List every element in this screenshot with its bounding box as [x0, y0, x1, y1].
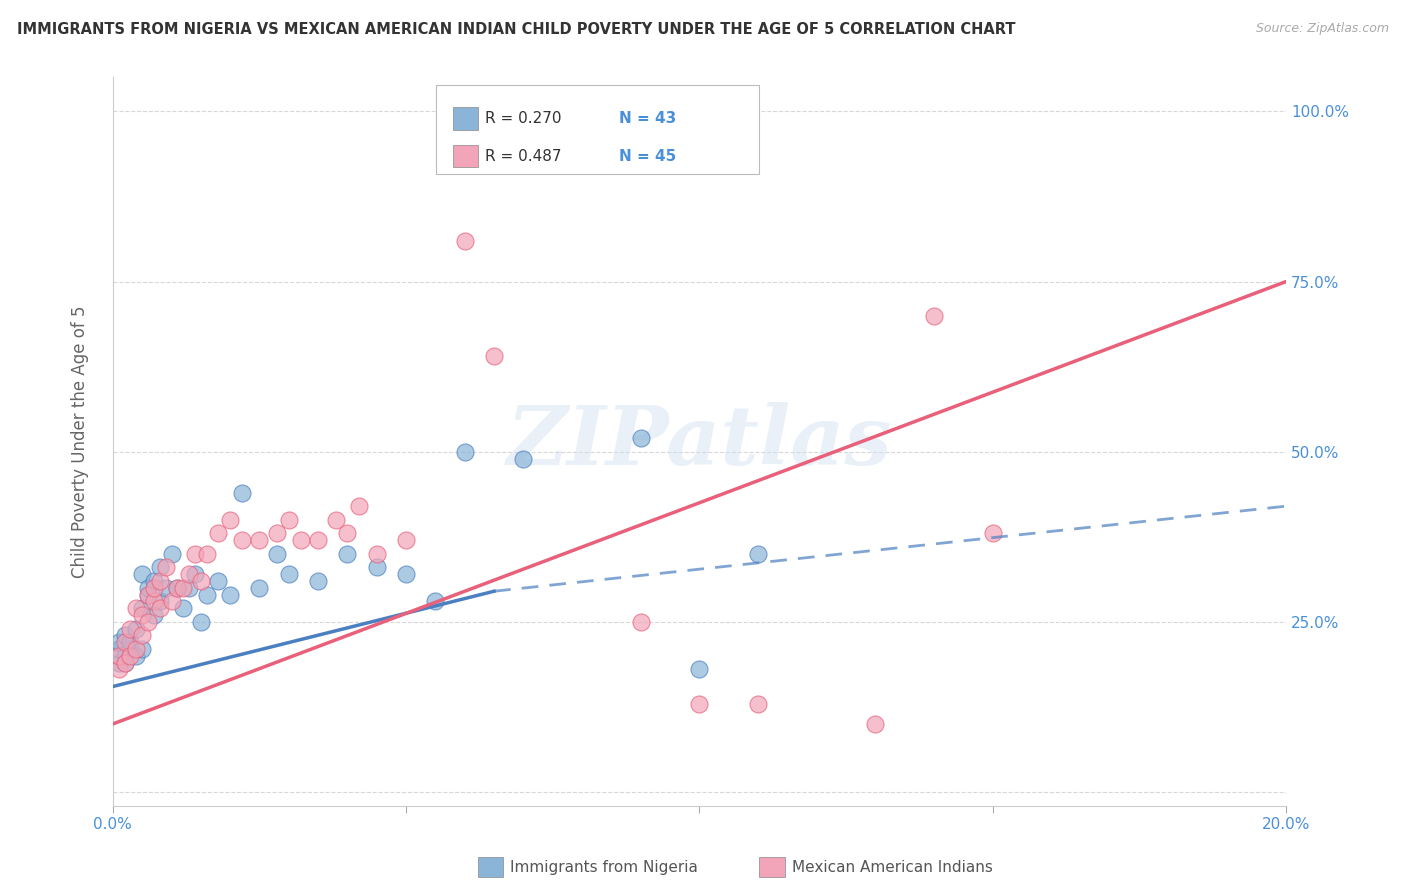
Point	[195, 547, 218, 561]
Point	[136, 615, 159, 629]
Point	[142, 574, 165, 588]
Point	[454, 444, 477, 458]
Point	[107, 656, 129, 670]
Point	[190, 615, 212, 629]
Point	[172, 601, 194, 615]
Point	[366, 547, 388, 561]
Point	[277, 567, 299, 582]
Point	[166, 581, 188, 595]
Point	[395, 567, 418, 582]
Point	[630, 431, 652, 445]
Point	[347, 499, 370, 513]
Point	[184, 567, 207, 582]
Point	[177, 567, 200, 582]
Point	[922, 309, 945, 323]
Point	[149, 601, 172, 615]
Point	[425, 594, 447, 608]
Text: Source: ZipAtlas.com: Source: ZipAtlas.com	[1256, 22, 1389, 36]
Point	[366, 560, 388, 574]
Point	[114, 635, 136, 649]
Text: R = 0.270: R = 0.270	[485, 112, 561, 126]
Point	[131, 608, 153, 623]
Point	[482, 350, 505, 364]
Point	[688, 663, 710, 677]
Point	[107, 648, 129, 663]
Text: Immigrants from Nigeria: Immigrants from Nigeria	[510, 860, 699, 874]
Point	[195, 588, 218, 602]
Point	[149, 594, 172, 608]
Text: ZIPatlas: ZIPatlas	[506, 401, 893, 482]
Point	[231, 533, 253, 548]
Point	[266, 547, 288, 561]
Point	[120, 622, 142, 636]
Point	[688, 697, 710, 711]
Point	[231, 485, 253, 500]
Point	[184, 547, 207, 561]
Point	[277, 513, 299, 527]
Point	[125, 648, 148, 663]
Point	[136, 588, 159, 602]
Point	[630, 615, 652, 629]
Point	[207, 526, 229, 541]
Point	[107, 635, 129, 649]
Point	[190, 574, 212, 588]
Point	[325, 513, 347, 527]
Point	[981, 526, 1004, 541]
Point	[142, 581, 165, 595]
Point	[172, 581, 194, 595]
Point	[149, 574, 172, 588]
Point	[865, 717, 887, 731]
Point	[160, 594, 183, 608]
Point	[290, 533, 312, 548]
Point	[747, 547, 769, 561]
Point	[131, 567, 153, 582]
Point	[307, 533, 329, 548]
Point	[336, 547, 359, 561]
Point	[136, 588, 159, 602]
Point	[120, 635, 142, 649]
Y-axis label: Child Poverty Under the Age of 5: Child Poverty Under the Age of 5	[72, 305, 89, 578]
Point	[142, 594, 165, 608]
Point	[125, 601, 148, 615]
Point	[131, 601, 153, 615]
Point	[219, 513, 242, 527]
Point	[454, 234, 477, 248]
Point	[395, 533, 418, 548]
Point	[166, 581, 188, 595]
Text: N = 45: N = 45	[619, 149, 676, 163]
Point	[177, 581, 200, 595]
Point	[747, 697, 769, 711]
Point	[307, 574, 329, 588]
Point	[131, 642, 153, 657]
Point	[125, 642, 148, 657]
Text: IMMIGRANTS FROM NIGERIA VS MEXICAN AMERICAN INDIAN CHILD POVERTY UNDER THE AGE O: IMMIGRANTS FROM NIGERIA VS MEXICAN AMERI…	[17, 22, 1015, 37]
Point	[219, 588, 242, 602]
Point	[114, 648, 136, 663]
Point	[155, 581, 177, 595]
Point	[107, 663, 129, 677]
Point	[136, 581, 159, 595]
Point	[266, 526, 288, 541]
Point	[107, 642, 129, 657]
Point	[142, 608, 165, 623]
Point	[125, 622, 148, 636]
Point	[114, 628, 136, 642]
Text: N = 43: N = 43	[619, 112, 676, 126]
Text: Mexican American Indians: Mexican American Indians	[792, 860, 993, 874]
Point	[131, 628, 153, 642]
Point	[120, 642, 142, 657]
Point	[155, 560, 177, 574]
Point	[120, 648, 142, 663]
Point	[149, 560, 172, 574]
Point	[114, 656, 136, 670]
Point	[336, 526, 359, 541]
Point	[249, 533, 271, 548]
Point	[249, 581, 271, 595]
Point	[512, 451, 534, 466]
Point	[114, 656, 136, 670]
Text: R = 0.487: R = 0.487	[485, 149, 561, 163]
Point	[207, 574, 229, 588]
Point	[160, 547, 183, 561]
